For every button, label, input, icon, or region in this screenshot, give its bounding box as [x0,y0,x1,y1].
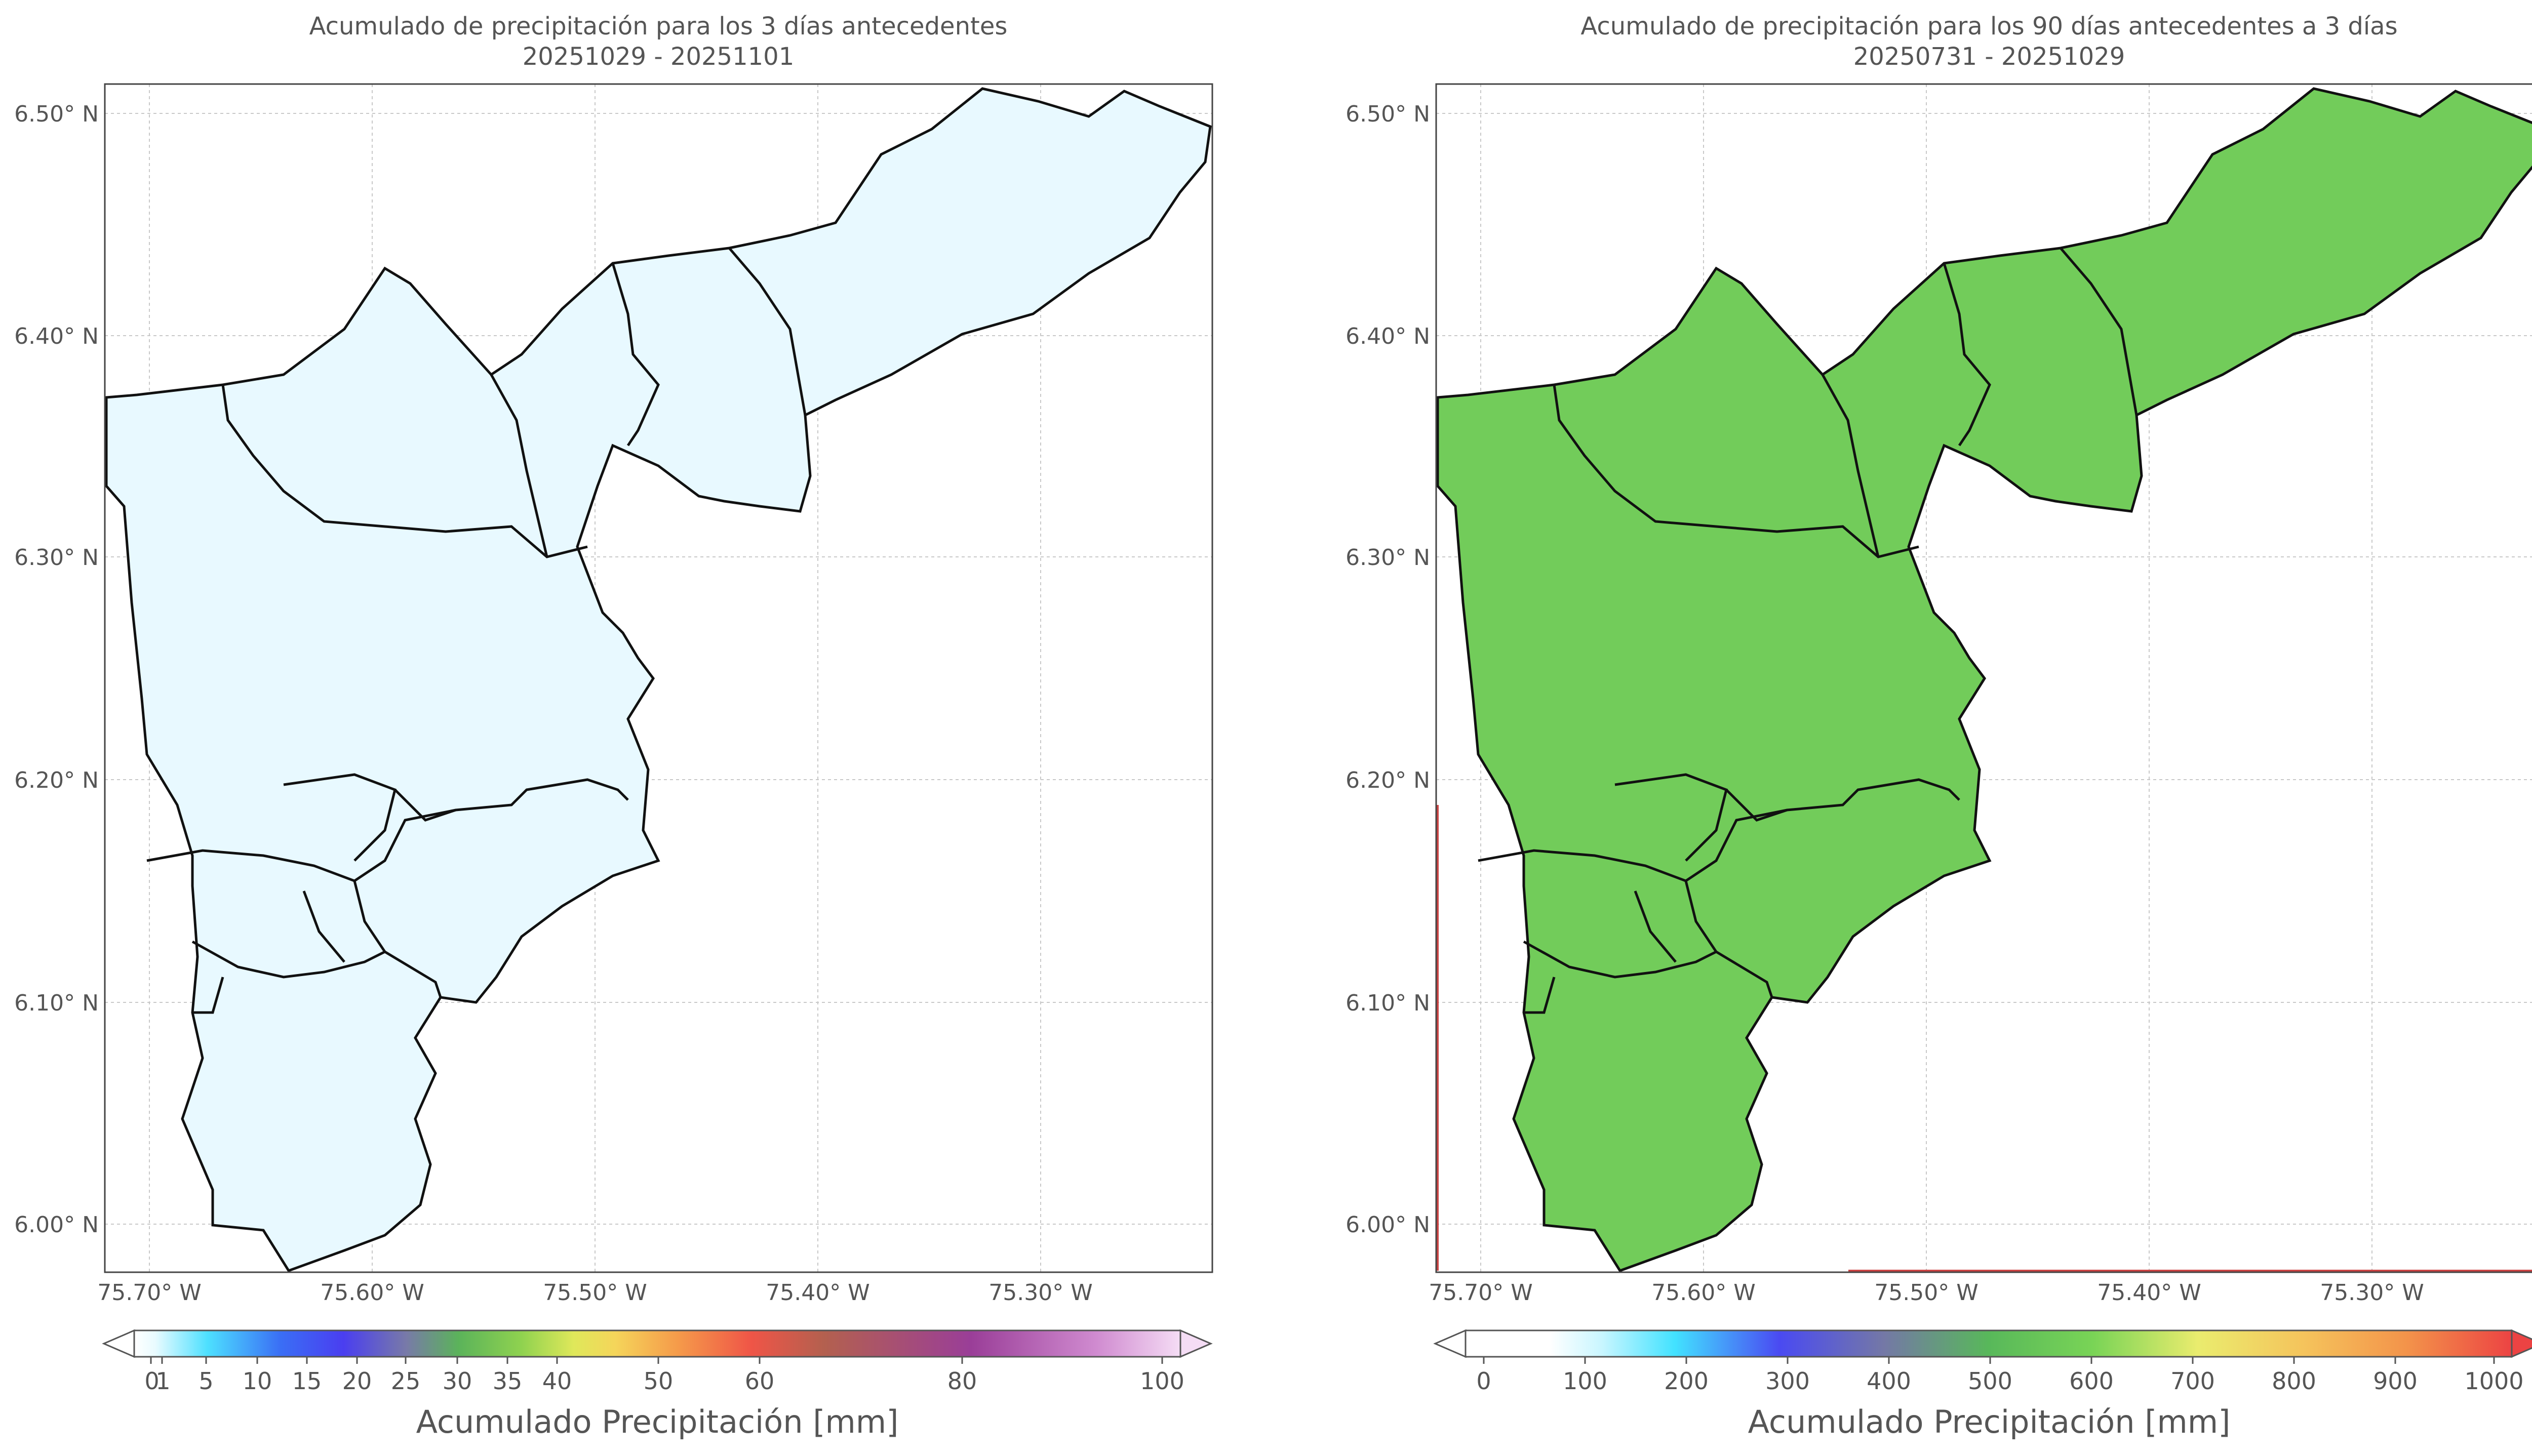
left-colorbar-label: Acumulado Precipitación [mm] [416,1403,899,1440]
svg-text:75.30° W: 75.30° W [2320,1280,2424,1306]
right-map-frame [1435,83,2532,1273]
svg-text:20: 20 [342,1367,372,1395]
svg-text:6.00° N: 6.00° N [14,1212,99,1238]
left-title-line1: Acumulado de precipitación para los 3 dí… [309,12,1008,41]
svg-text:100: 100 [1563,1367,1607,1395]
left-map-frame [104,83,1213,1273]
colorbar-max-arrow-icon [1179,1329,1213,1358]
svg-text:6.40° N: 6.40° N [14,323,99,349]
svg-text:75.60° W: 75.60° W [1651,1280,1755,1306]
svg-text:6.40° N: 6.40° N [1346,323,1430,349]
right-lon-labels: 75.70° W 75.60° W 75.50° W 75.40° W 75.3… [1429,1280,2424,1306]
right-title-line1: Acumulado de precipitación para los 90 d… [1580,12,2397,41]
svg-text:15: 15 [292,1367,322,1395]
svg-text:700: 700 [2170,1367,2215,1395]
left-map [104,83,1213,1273]
svg-text:400: 400 [1867,1367,1911,1395]
svg-text:25: 25 [391,1367,421,1395]
svg-text:6.20° N: 6.20° N [14,767,99,793]
left-colorbar: 0 1 5 10 15 20 25 30 35 40 50 60 80 100 … [102,1329,1213,1440]
svg-text:6.00° N: 6.00° N [1346,1212,1430,1238]
svg-text:75.60° W: 75.60° W [320,1280,424,1306]
left-colorbar-ticks: 0 1 5 10 15 20 25 30 35 40 50 60 80 100 [144,1367,1184,1395]
svg-text:75.30° W: 75.30° W [988,1280,1092,1306]
svg-text:75.70° W: 75.70° W [1429,1280,1532,1306]
svg-text:50: 50 [644,1367,674,1395]
svg-text:800: 800 [2272,1367,2316,1395]
svg-text:60: 60 [745,1367,775,1395]
svg-text:30: 30 [443,1367,472,1395]
svg-text:300: 300 [1765,1367,1810,1395]
right-red-edges [1437,805,2532,1272]
left-boundaries [106,89,1210,1271]
svg-text:6.10° N: 6.10° N [1346,990,1430,1016]
svg-text:6.30° N: 6.30° N [1346,545,1430,571]
left-lat-labels: 6.50° N 6.40° N 6.30° N 6.20° N 6.10° N … [14,101,99,1238]
svg-text:6.50° N: 6.50° N [14,101,99,127]
colorbar-min-arrow-icon [102,1329,135,1358]
svg-text:500: 500 [1968,1367,2012,1395]
svg-text:900: 900 [2373,1367,2418,1395]
right-colorbar-label: Acumulado Precipitación [mm] [1748,1403,2231,1440]
svg-text:200: 200 [1664,1367,1709,1395]
left-title-line2: 20251029 - 20251101 [523,43,794,71]
svg-text:100: 100 [1140,1367,1184,1395]
right-colorbar: 0 100 200 300 400 500 600 700 800 900 10… [1433,1329,2532,1440]
svg-text:35: 35 [493,1367,523,1395]
right-title-line2: 20250731 - 20251029 [1853,43,2125,71]
svg-text:600: 600 [2069,1367,2114,1395]
right-colorbar-ticks: 0 100 200 300 400 500 600 700 800 900 10… [1476,1367,2523,1395]
svg-text:1: 1 [155,1367,170,1395]
left-lon-labels: 75.70° W 75.60° W 75.50° W 75.40° W 75.3… [97,1280,1092,1306]
svg-text:80: 80 [947,1367,977,1395]
svg-text:6.50° N: 6.50° N [1346,101,1430,127]
svg-text:1000: 1000 [2464,1367,2523,1395]
colorbar-min-arrow-icon [1433,1329,1467,1358]
svg-text:0: 0 [144,1367,159,1395]
svg-text:75.70° W: 75.70° W [97,1280,201,1306]
svg-text:75.40° W: 75.40° W [766,1280,869,1306]
svg-text:0: 0 [1476,1367,1491,1395]
svg-text:5: 5 [199,1367,213,1395]
right-lat-labels: 6.50° N 6.40° N 6.30° N 6.20° N 6.10° N … [1346,101,1430,1238]
svg-text:75.40° W: 75.40° W [2097,1280,2201,1306]
svg-text:6.10° N: 6.10° N [14,990,99,1016]
svg-text:6.30° N: 6.30° N [14,545,99,571]
svg-text:75.50° W: 75.50° W [543,1280,647,1306]
svg-text:6.20° N: 6.20° N [1346,767,1430,793]
svg-text:10: 10 [243,1367,272,1395]
right-map [1435,83,2532,1273]
right-boundaries [1438,89,2532,1271]
svg-text:40: 40 [542,1367,572,1395]
colorbar-max-arrow-icon [2511,1329,2532,1358]
svg-text:75.50° W: 75.50° W [1874,1280,1978,1306]
